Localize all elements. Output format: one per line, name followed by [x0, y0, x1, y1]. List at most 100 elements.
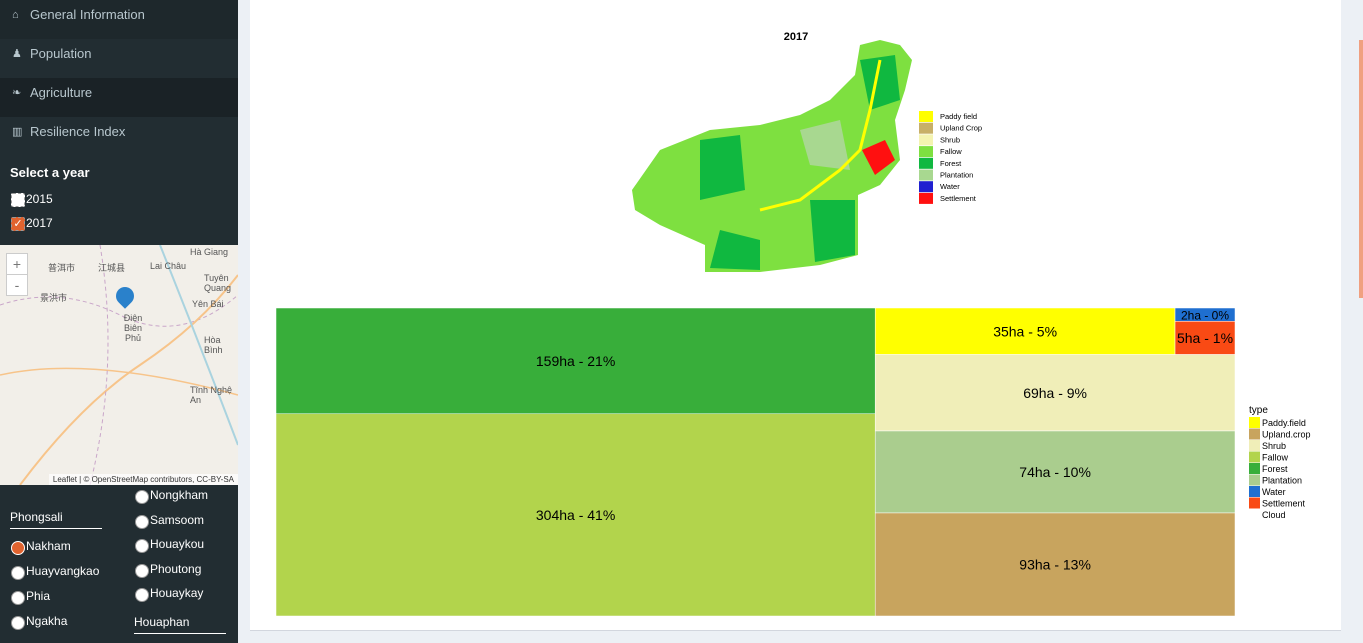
legend-swatch — [1249, 451, 1260, 463]
year-option[interactable]: 2015 — [26, 192, 53, 206]
year-checkbox[interactable] — [11, 193, 25, 207]
legend-swatch — [1249, 428, 1260, 440]
map-tiles — [0, 245, 238, 485]
year-option[interactable]: 2017 — [26, 216, 53, 230]
treemap-tile — [275, 307, 876, 415]
legend-label: Fallow — [940, 147, 962, 156]
legend-swatch — [1249, 463, 1260, 474]
menu-item[interactable]: General Information ⌂ — [0, 0, 238, 39]
menu-icon: ▥ — [12, 126, 23, 138]
map-place: Điện Biên Phủ — [123, 313, 143, 343]
map-place: Yên Bái — [192, 299, 224, 309]
legend-label: Upland Crop — [940, 124, 982, 133]
treemap-tile — [874, 354, 1236, 432]
legend-label: Fallow — [1262, 453, 1289, 463]
map-place: Tĩnh Nghệ An — [190, 385, 233, 405]
legend-label: Plantation — [1262, 476, 1302, 486]
scrollbar — [1359, 40, 1363, 298]
map-place: Tuyên Quang — [204, 273, 232, 293]
legend-label: Plantation — [940, 171, 973, 180]
menu-icon: ⌂ — [12, 9, 19, 21]
map-title: 2017 — [784, 31, 808, 43]
tile-label: 93ha - 13% — [1019, 556, 1091, 572]
menu-item[interactable]: Agriculture ❧ — [0, 78, 238, 117]
treemap-tile — [874, 430, 1236, 514]
land-patch — [810, 200, 855, 262]
legend-swatch — [919, 111, 933, 122]
legend-label: Water — [940, 182, 960, 191]
map-place: Hà Giang — [190, 247, 229, 257]
legend-swatch — [919, 157, 933, 169]
map-place: 江城县 — [98, 263, 126, 273]
legend-label: Shrub — [1262, 441, 1286, 451]
village-radio[interactable] — [135, 588, 149, 602]
village-option[interactable]: Huayvangkao — [26, 564, 100, 578]
village-option[interactable]: Phia — [26, 589, 51, 603]
legend-swatch — [1249, 497, 1260, 509]
menu-icon: ❧ — [12, 87, 22, 99]
legend-label: Settlement — [940, 194, 977, 203]
legend-swatch — [1249, 417, 1260, 428]
map-place: Hòa Bình — [204, 335, 223, 355]
tile-label: 2ha - 0% — [1181, 309, 1229, 323]
legend-label: Water — [1262, 487, 1286, 497]
land-patch — [700, 135, 745, 200]
legend-swatch — [1249, 440, 1260, 451]
map-place: 普洱市 — [48, 263, 76, 273]
village-option[interactable]: Nakham — [26, 539, 71, 553]
legend-label: Shrub — [940, 135, 960, 144]
legend-swatch — [919, 169, 933, 181]
village-radio[interactable] — [11, 616, 25, 630]
map-attribution: Leaflet | © OpenStreetMap contributors, … — [48, 474, 238, 485]
menu-icon: ♟ — [12, 48, 22, 60]
legend-swatch — [919, 146, 933, 158]
village-option[interactable]: Samsoom — [150, 512, 205, 527]
village-option[interactable]: Ngakha — [26, 614, 68, 628]
map-zoom-button[interactable]: - — [6, 274, 28, 296]
village-radio[interactable] — [135, 563, 149, 578]
treemap-tile — [874, 307, 1176, 355]
legend-label: Paddy.field — [1262, 418, 1306, 428]
village-radio[interactable] — [135, 539, 149, 553]
legend-swatch — [919, 134, 933, 146]
village-radio[interactable] — [11, 591, 25, 605]
tile-label: 69ha - 9% — [1023, 385, 1087, 401]
year-label: Select a year — [10, 165, 90, 180]
village-option[interactable]: Houaykay — [150, 586, 204, 600]
land-patch — [710, 230, 760, 270]
legend-swatch — [1249, 474, 1260, 486]
village-radio[interactable] — [135, 490, 149, 504]
legend-label: Paddy field — [940, 112, 977, 121]
tile-label: 35ha - 5% — [993, 323, 1057, 339]
land-patch — [860, 55, 900, 110]
legend-swatch — [919, 181, 933, 193]
tile-label: 159ha - 21% — [536, 353, 615, 369]
village-option[interactable]: Phoutong — [150, 561, 202, 576]
legend-swatch — [919, 192, 933, 204]
district-heading: Houaphan — [134, 615, 226, 634]
tile-label: 304ha - 41% — [536, 507, 615, 523]
legend-label: Forest — [940, 159, 962, 168]
settlement-area — [862, 140, 895, 175]
village-radio[interactable] — [135, 514, 149, 529]
menu-item[interactable]: Population ♟ — [0, 39, 238, 78]
legend-label: Settlement — [1262, 499, 1306, 509]
treemap-tile — [1174, 321, 1236, 355]
menu-item[interactable]: Resilience Index ▥ — [0, 117, 238, 156]
year-checkbox[interactable]: ✓ — [11, 217, 25, 231]
legend-label: Upland.crop — [1262, 430, 1311, 440]
village-radio[interactable] — [11, 541, 25, 555]
legend-swatch — [919, 122, 933, 134]
village-radio[interactable] — [11, 566, 25, 580]
map-place: Lai Châu — [150, 261, 187, 271]
map: Hà Giang 普洱市 江城县 Lai Châu Tuyên Quang 景洪市 Yên … — [0, 245, 238, 485]
tile-label: 5ha - 1% — [1177, 330, 1233, 346]
village-option[interactable]: Houaykou — [150, 537, 205, 551]
village-option[interactable]: Nongkham — [150, 488, 209, 502]
map-place: 景洪市 — [40, 293, 68, 303]
river — [759, 59, 882, 212]
tile-label: 74ha - 10% — [1019, 464, 1091, 480]
land-patch — [800, 120, 850, 170]
